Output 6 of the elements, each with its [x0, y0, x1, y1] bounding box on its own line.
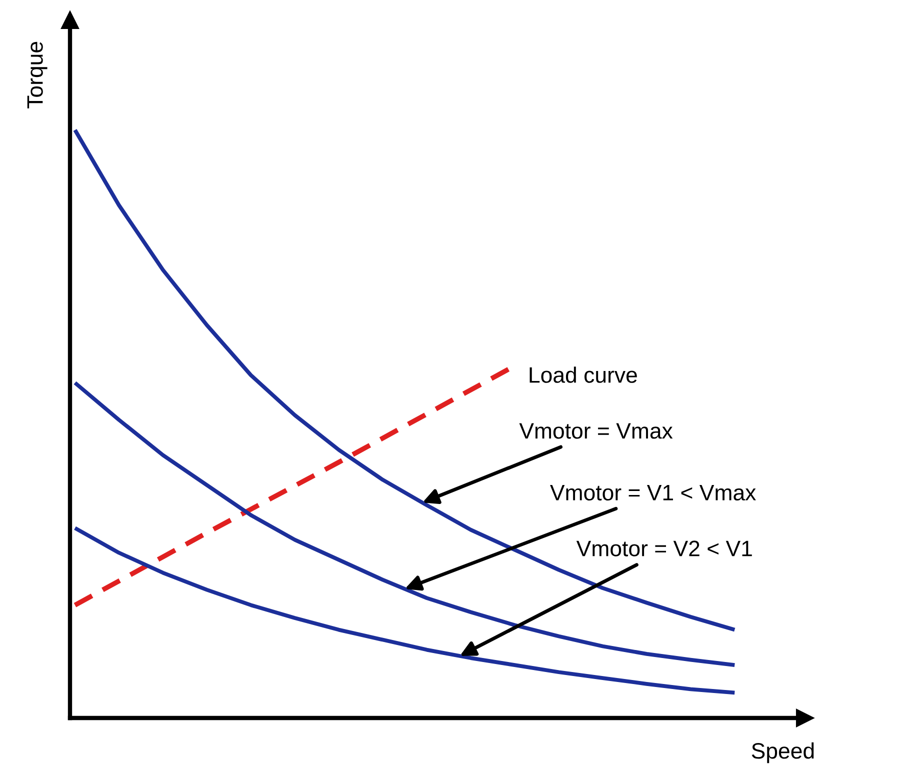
y-axis-title: Torque	[27, 42, 48, 108]
annotation: Vmotor = Vmax	[519, 423, 673, 439]
series-label: Load curve	[530, 366, 637, 383]
x-axis-title: Speed	[752, 742, 814, 764]
annotation: Vmotor = V1 < Vmax	[550, 485, 756, 501]
annotation: Vmotor = V2 < V1	[576, 540, 752, 556]
